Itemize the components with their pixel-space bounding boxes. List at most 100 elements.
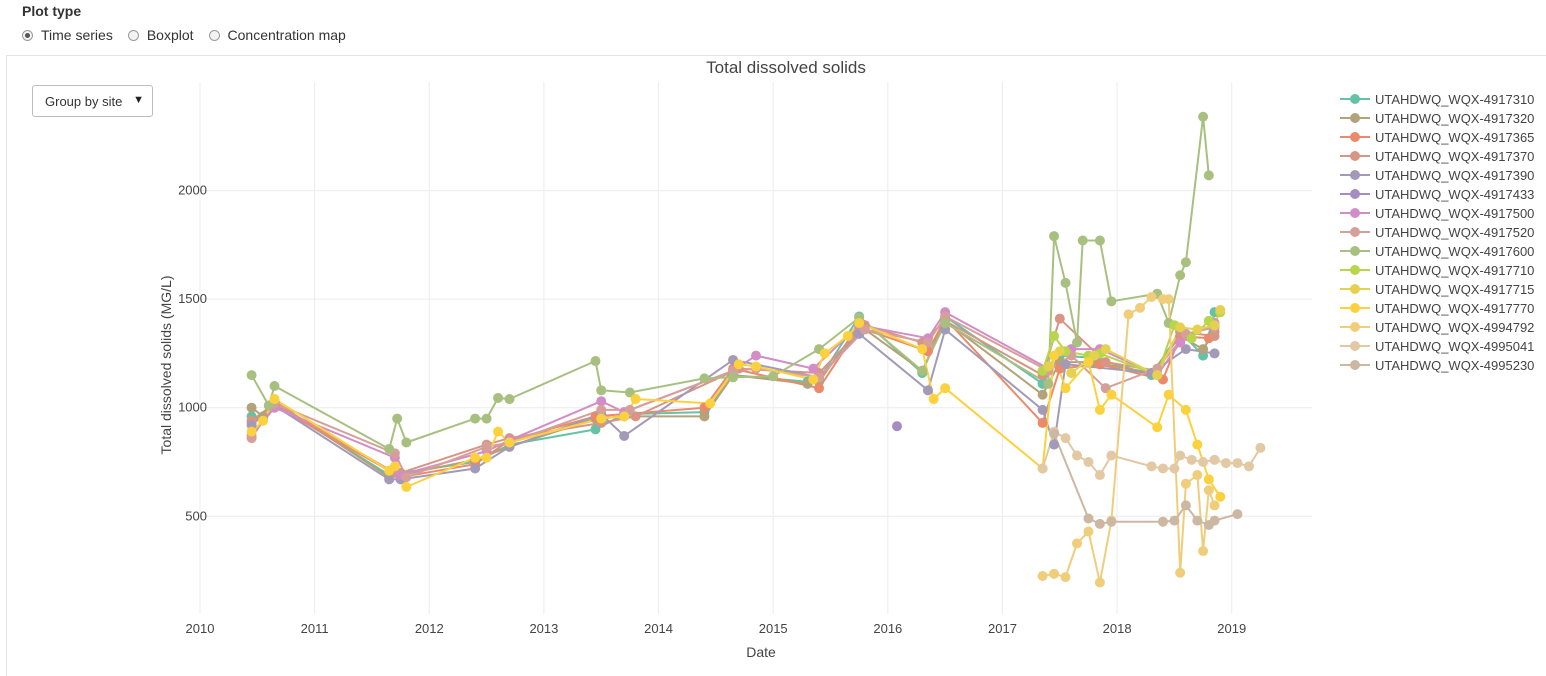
data-point[interactable] [1192, 324, 1203, 335]
data-point[interactable] [246, 370, 257, 381]
data-point[interactable] [1037, 389, 1048, 400]
data-point[interactable] [917, 365, 928, 376]
data-point[interactable] [1209, 500, 1220, 511]
data-point[interactable] [1135, 302, 1146, 313]
data-point[interactable] [619, 411, 630, 422]
data-point[interactable] [1049, 428, 1060, 439]
data-point[interactable] [733, 359, 744, 370]
data-point[interactable] [1198, 457, 1209, 467]
data-point[interactable] [1060, 383, 1071, 394]
data-point[interactable] [1100, 357, 1111, 368]
data-point[interactable] [1209, 320, 1220, 331]
data-point[interactable] [1049, 231, 1060, 242]
data-point[interactable] [1123, 309, 1134, 320]
data-point[interactable] [481, 452, 492, 463]
radio-time-series-icon[interactable] [22, 29, 33, 41]
data-point[interactable] [1175, 567, 1186, 578]
data-point[interactable] [630, 394, 641, 405]
legend-item[interactable]: UTAHDWQ_WQX-4917365 [1340, 130, 1534, 145]
legend-item[interactable]: UTAHDWQ_WQX-4917370 [1340, 149, 1534, 164]
data-point[interactable] [1186, 454, 1197, 465]
data-point[interactable] [1192, 470, 1203, 481]
data-point[interactable] [892, 421, 903, 432]
data-point[interactable] [1106, 389, 1117, 400]
data-point[interactable] [1083, 357, 1094, 368]
data-point[interactable] [246, 426, 257, 437]
data-point[interactable] [596, 413, 607, 424]
data-point[interactable] [392, 413, 403, 424]
data-point[interactable] [1209, 331, 1220, 342]
data-point[interactable] [401, 481, 412, 492]
data-point[interactable] [470, 413, 481, 424]
data-point[interactable] [1106, 516, 1117, 527]
data-point[interactable] [590, 424, 601, 435]
data-point[interactable] [859, 324, 870, 335]
data-point[interactable] [1094, 235, 1105, 246]
data-point[interactable] [1094, 470, 1105, 481]
data-point[interactable] [1037, 571, 1048, 581]
legend-item[interactable]: UTAHDWQ_WQX-4917710 [1340, 263, 1534, 278]
data-point[interactable] [1037, 417, 1048, 428]
data-point[interactable] [384, 443, 395, 454]
data-point[interactable] [1209, 515, 1220, 526]
data-point[interactable] [624, 404, 635, 415]
legend-item[interactable]: UTAHDWQ_WQX-4917310 [1340, 92, 1534, 107]
data-point[interactable] [481, 441, 492, 452]
legend-item[interactable]: UTAHDWQ_WQX-4917600 [1340, 244, 1534, 259]
data-point[interactable] [1203, 170, 1214, 181]
data-point[interactable] [1060, 277, 1071, 288]
data-point[interactable] [1180, 344, 1191, 355]
data-point[interactable] [1198, 546, 1209, 557]
data-point[interactable] [917, 344, 928, 355]
data-point[interactable] [1175, 270, 1186, 281]
data-point[interactable] [1157, 516, 1168, 527]
data-point[interactable] [1060, 433, 1071, 444]
data-point[interactable] [1232, 509, 1243, 520]
data-point[interactable] [728, 372, 739, 383]
data-point[interactable] [1049, 568, 1060, 579]
data-point[interactable] [1192, 515, 1203, 526]
radio-boxplot-icon[interactable] [127, 29, 139, 41]
data-point[interactable] [1054, 313, 1065, 324]
data-point[interactable] [1215, 491, 1226, 502]
data-point[interactable] [470, 463, 481, 474]
data-point[interactable] [1071, 337, 1082, 348]
data-point[interactable] [1157, 463, 1168, 474]
data-point[interactable] [1083, 457, 1094, 467]
data-point[interactable] [1232, 458, 1243, 469]
data-point[interactable] [768, 371, 779, 382]
legend-item[interactable]: UTAHDWQ_WQX-4917390 [1340, 168, 1534, 183]
data-point[interactable] [940, 383, 951, 394]
legend-item[interactable]: UTAHDWQ_WQX-4917520 [1340, 225, 1534, 240]
data-point[interactable] [596, 396, 607, 407]
data-point[interactable] [1203, 474, 1214, 485]
data-point[interactable] [619, 430, 630, 441]
data-point[interactable] [470, 452, 481, 463]
data-point[interactable] [269, 394, 280, 405]
data-point[interactable] [504, 437, 515, 448]
data-point[interactable] [1071, 538, 1082, 549]
legend-item[interactable]: UTAHDWQ_WQX-4917715 [1340, 282, 1534, 297]
data-point[interactable] [1163, 294, 1174, 305]
data-point[interactable] [1198, 111, 1209, 122]
data-point[interactable] [493, 426, 504, 437]
data-point[interactable] [1049, 350, 1060, 361]
group-by-select[interactable]: Group by site ▼ [32, 85, 153, 117]
data-point[interactable] [1203, 485, 1214, 496]
data-point[interactable] [493, 392, 504, 403]
data-point[interactable] [1049, 439, 1060, 450]
data-point[interactable] [1152, 422, 1163, 433]
legend-item[interactable]: UTAHDWQ_WQX-4995230 [1340, 358, 1534, 373]
data-point[interactable] [1146, 291, 1157, 302]
data-point[interactable] [1180, 257, 1191, 268]
data-point[interactable] [1043, 378, 1054, 389]
data-point[interactable] [263, 400, 274, 411]
data-point[interactable] [1037, 463, 1048, 474]
data-point[interactable] [1071, 450, 1082, 461]
radio-time-series[interactable]: Time series [22, 27, 113, 43]
data-point[interactable] [1175, 322, 1186, 333]
data-point[interactable] [1083, 513, 1094, 524]
data-point[interactable] [1163, 389, 1174, 400]
data-point[interactable] [705, 398, 716, 409]
data-point[interactable] [922, 385, 933, 396]
